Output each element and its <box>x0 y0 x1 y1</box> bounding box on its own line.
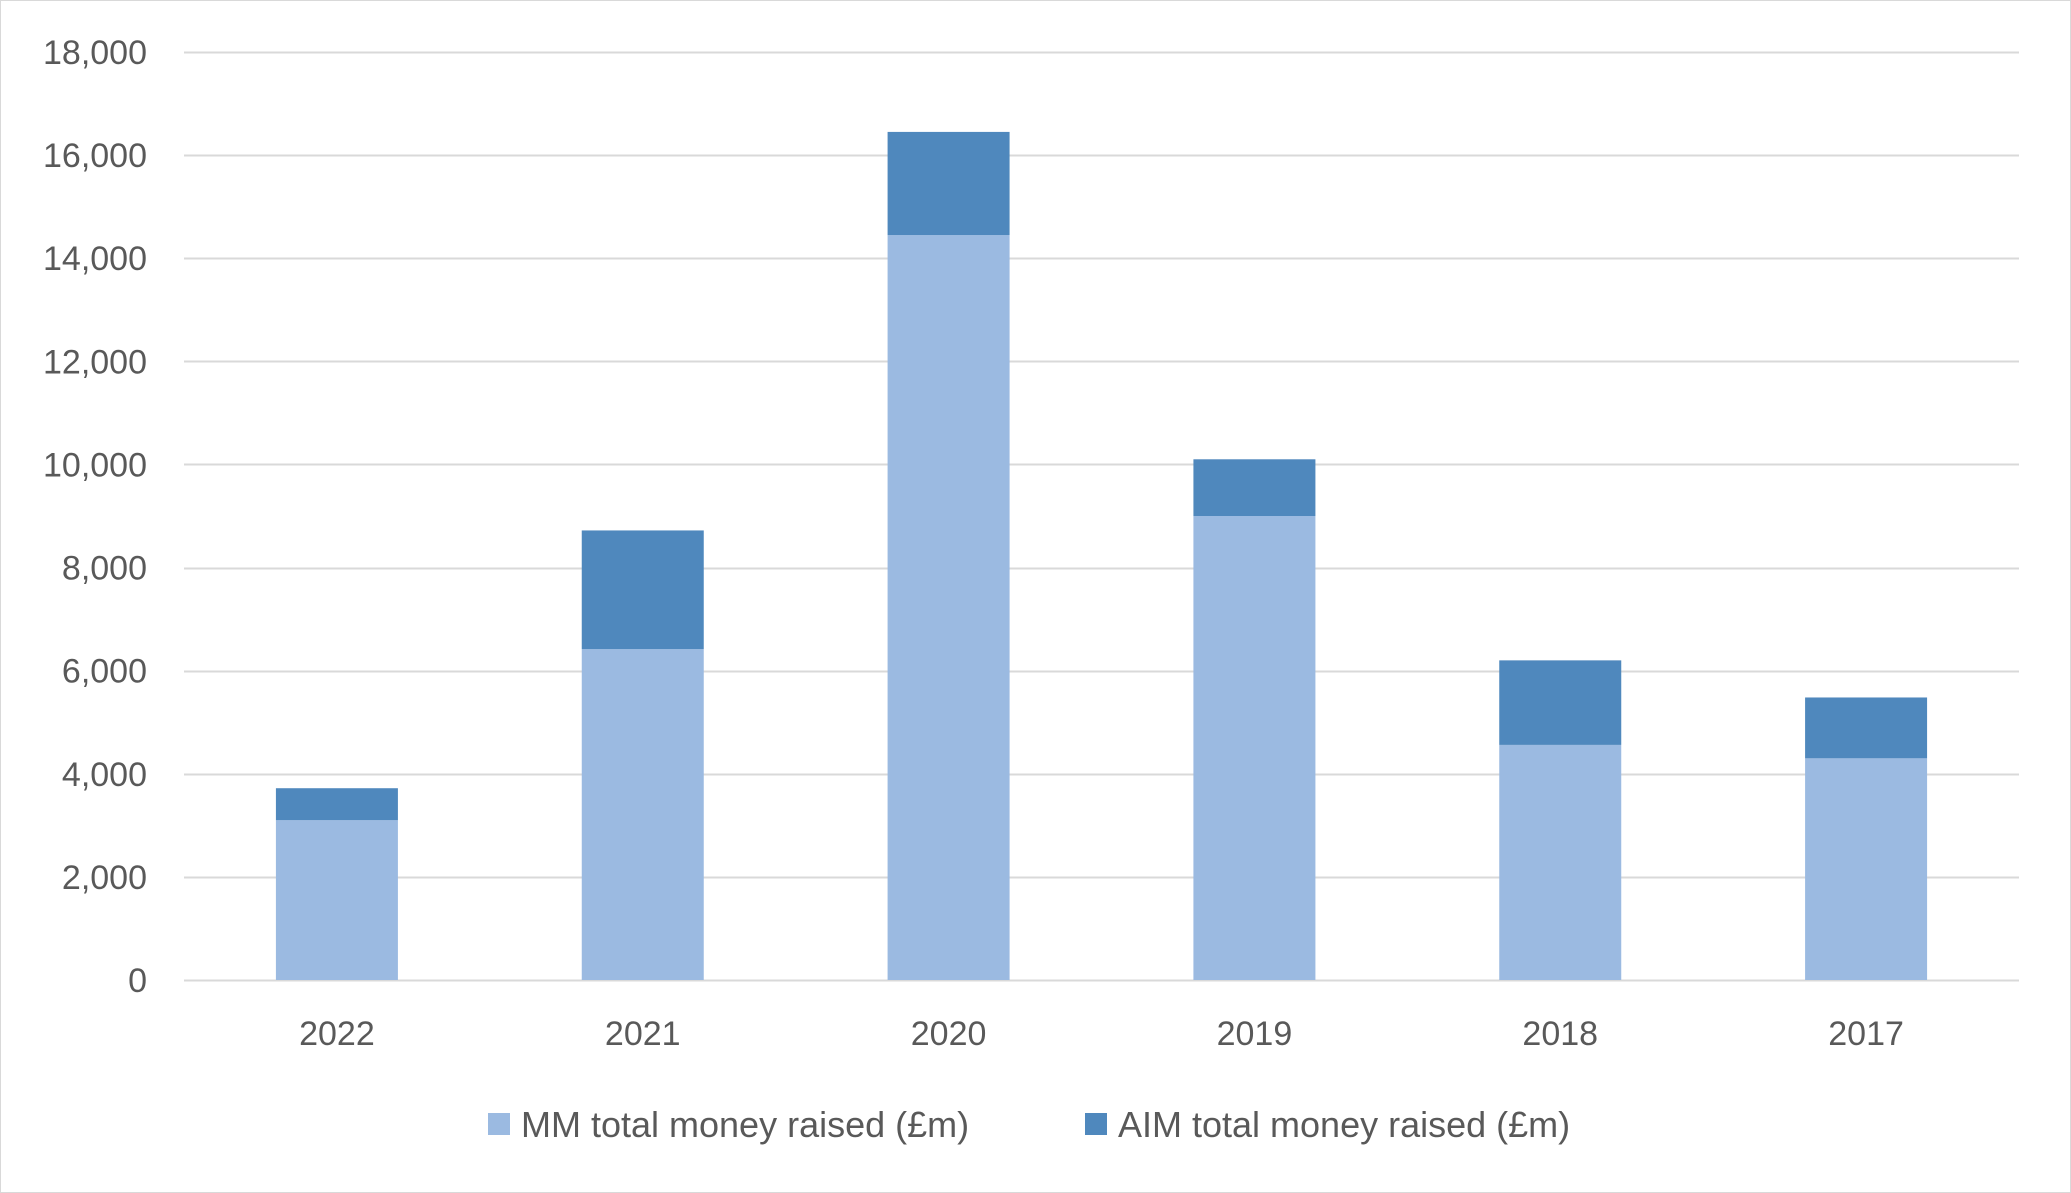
x-axis: 2022 2021 2020 2019 2018 2017 <box>299 1015 1904 1053</box>
bar-mm-2017 <box>1805 758 1928 980</box>
bar-mm-2018 <box>1499 744 1622 980</box>
gridlines <box>184 51 2019 982</box>
bar-aim-2020 <box>887 131 1010 236</box>
bar-mm-2021 <box>581 649 704 980</box>
y-tick-label: 0 <box>128 962 147 1000</box>
y-tick-label: 2,000 <box>62 859 147 897</box>
y-tick-label: 16,000 <box>43 137 147 175</box>
bar-mm-2022 <box>275 820 398 980</box>
legend-swatch-mm <box>488 1113 510 1135</box>
bar-aim-2017 <box>1805 697 1928 759</box>
y-tick-label: 8,000 <box>62 550 147 588</box>
bars <box>275 131 1928 980</box>
x-tick-label: 2019 <box>1217 1015 1293 1053</box>
y-tick-label: 10,000 <box>43 446 147 484</box>
bar-aim-2022 <box>275 788 398 821</box>
y-tick-label: 4,000 <box>62 756 147 794</box>
y-axis: 0 2,000 4,000 6,000 8,000 10,000 12,000 14,000 1… <box>43 34 147 1000</box>
bar-aim-2018 <box>1499 660 1622 745</box>
legend-swatch-aim <box>1085 1113 1107 1135</box>
x-tick-label: 2018 <box>1522 1015 1598 1053</box>
x-tick-label: 2021 <box>605 1015 681 1053</box>
y-tick-label: 6,000 <box>62 653 147 691</box>
bar-mm-2020 <box>887 235 1010 980</box>
legend-label-mm: MM total money raised (£m) <box>521 1104 969 1145</box>
x-tick-label: 2022 <box>299 1015 375 1053</box>
y-tick-label: 12,000 <box>43 343 147 381</box>
x-tick-label: 2017 <box>1828 1015 1904 1053</box>
y-tick-label: 18,000 <box>43 34 147 72</box>
x-tick-label: 2020 <box>911 1015 987 1053</box>
y-tick-label: 14,000 <box>43 240 147 278</box>
bar-mm-2019 <box>1193 516 1316 980</box>
legend: MM total money raised (£m) AIM total mon… <box>488 1104 1570 1145</box>
bar-aim-2019 <box>1193 459 1316 516</box>
legend-label-aim: AIM total money raised (£m) <box>1118 1104 1570 1145</box>
bar-aim-2021 <box>581 530 704 650</box>
